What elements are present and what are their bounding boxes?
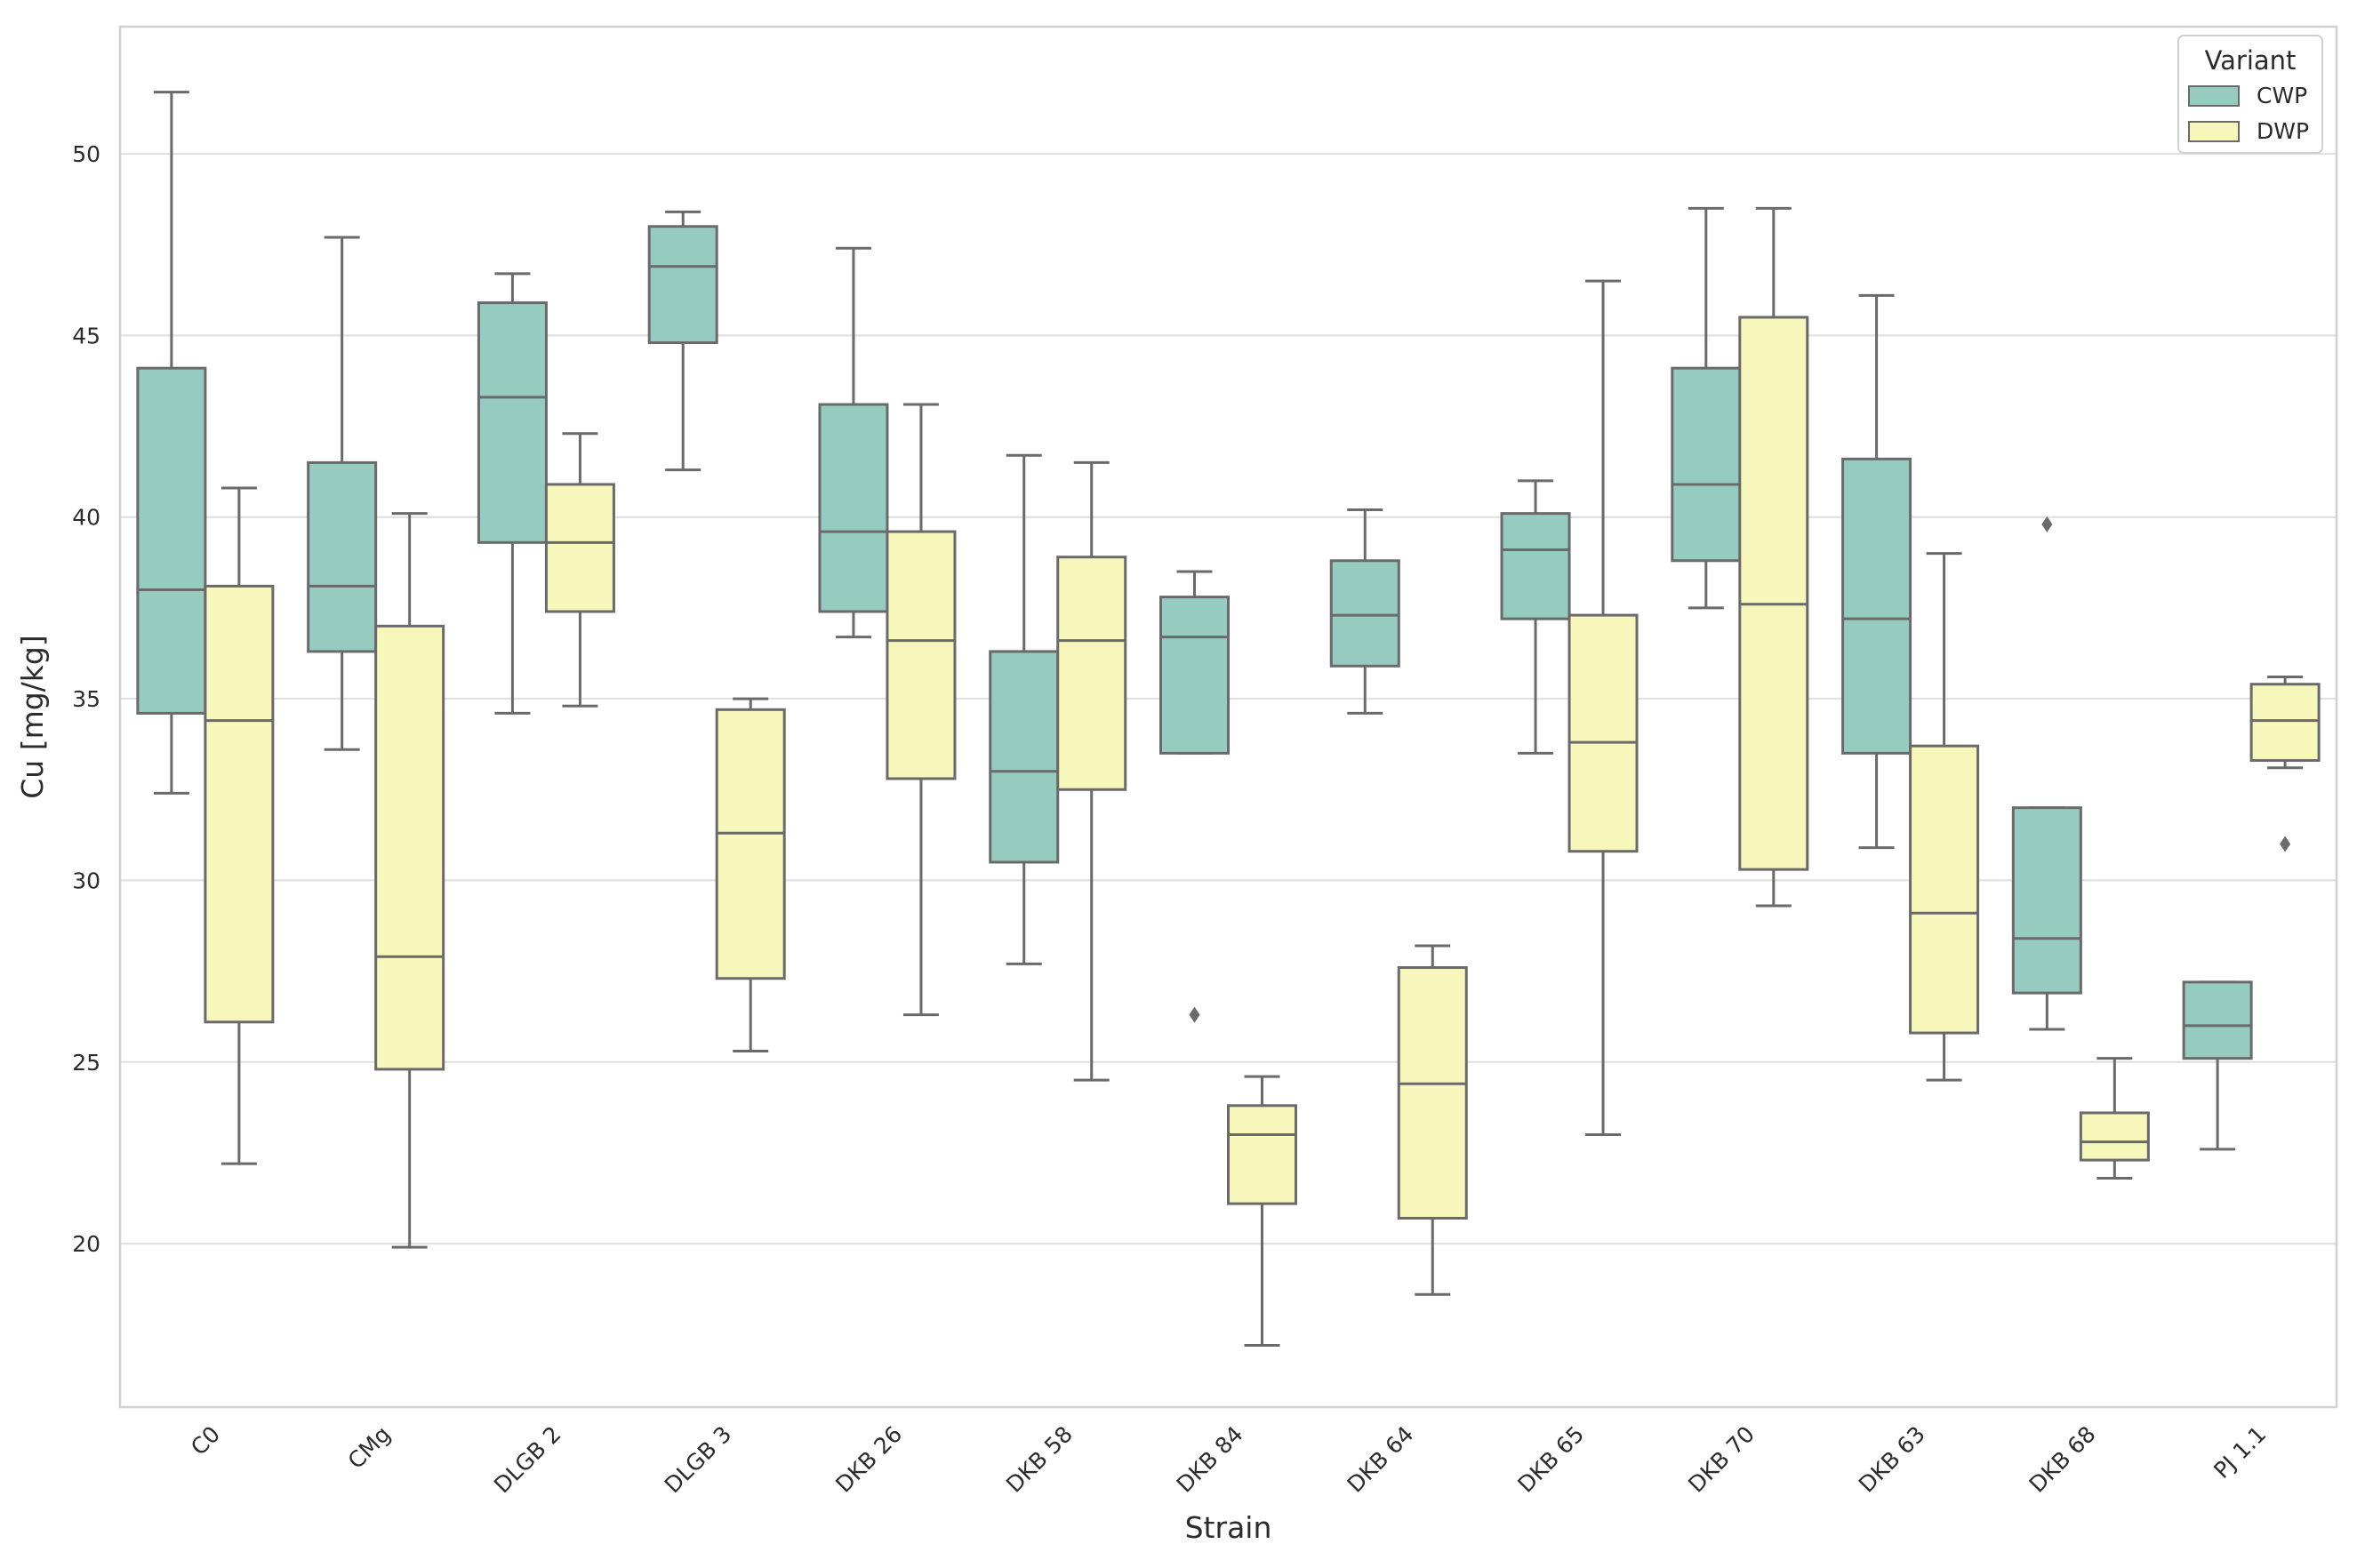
box-group-cwp-pj-1-1 [2182,980,2253,1151]
box-dwp-dkb-68 [2079,1111,2150,1162]
box-dwp-dkb-26 [886,530,957,780]
box-group-dwp-dlgb-2 [544,432,615,708]
y-tick-label-45: 45 [72,323,100,348]
box-group-cwp-dkb-84 [1159,570,1230,1023]
box-group-dwp-dkb-65 [1567,279,1639,1136]
box-dwp-dkb-84 [1227,1104,1297,1205]
legend-swatch-dwp [2188,121,2240,142]
box-group-dwp-dlgb-3 [715,697,786,1052]
box-group-cwp-dkb-64 [1329,508,1400,715]
y-tick-label-25: 25 [72,1050,100,1076]
box-cwp-dkb-68 [2011,806,2082,995]
box-cwp-dkb-64 [1329,559,1400,668]
box-cwp-dkb-58 [989,650,1060,864]
box-dwp-cmg [374,624,445,1071]
box-cwp-dkb-84 [1159,596,1230,755]
box-group-cwp-dkb-26 [818,246,889,639]
legend-label-dwp: DWP [2257,118,2309,144]
box-group-dwp-c0 [204,486,275,1165]
box-dwp-dkb-65 [1567,613,1639,853]
box-group-dwp-dkb-70 [1738,206,1809,908]
box-cwp-pj-1-1 [2182,980,2253,1060]
legend: Variant CWP DWP [2177,35,2323,154]
box-dwp-dkb-70 [1738,316,1809,871]
box-cwp-dkb-70 [1671,366,1742,563]
box-cwp-dkb-65 [1500,512,1571,620]
box-group-cwp-cmg [307,236,378,751]
legend-label-cwp: CWP [2257,83,2307,108]
box-group-dwp-dkb-68 [2079,1057,2150,1180]
outlier-cwp-dkb-68-0 [2041,516,2053,532]
box-group-dwp-dkb-84 [1227,1075,1297,1348]
box-group-cwp-dkb-63 [1841,293,1912,850]
box-cwp-cmg [307,460,378,653]
box-group-dwp-dkb-26 [886,403,957,1017]
outlier-dwp-pj-1-1-0 [2280,836,2291,852]
box-group-cwp-dkb-68 [2011,516,2082,1031]
plot-area-frame [118,25,2338,1409]
box-group-cwp-dlgb-3 [647,210,718,472]
y-tick-label-20: 20 [72,1231,100,1257]
box-dwp-dkb-63 [1909,744,1980,1035]
y-tick-label-50: 50 [72,141,100,167]
box-dwp-c0 [204,584,275,1024]
box-cwp-dkb-63 [1841,457,1912,755]
legend-title: Variant [2205,45,2297,76]
box-dwp-dlgb-2 [544,483,615,613]
box-group-cwp-dlgb-2 [477,272,548,715]
box-layer [136,91,2321,1348]
box-group-dwp-cmg [374,512,445,1249]
y-tick-label-35: 35 [72,686,100,712]
y-tick-labels: 20 25 30 35 40 45 50 [72,141,100,1257]
y-axis-title: Cu [mg/kg] [15,635,50,798]
box-group-dwp-dkb-63 [1909,552,1980,1082]
x-axis-title: Strain [1185,1510,1272,1545]
box-group-cwp-dkb-58 [989,453,1060,965]
box-cwp-dkb-26 [818,403,889,613]
box-group-cwp-dkb-65 [1500,479,1571,755]
box-dwp-dkb-64 [1397,965,1468,1220]
box-dwp-dlgb-3 [715,708,786,980]
box-group-cwp-c0 [136,91,207,795]
outlier-cwp-dkb-84-0 [1189,1006,1200,1023]
box-cwp-c0 [136,366,207,715]
legend-swatch-cwp [2188,85,2240,107]
box-dwp-dkb-58 [1056,556,1127,791]
box-cwp-dlgb-3 [647,225,718,345]
y-tick-label-40: 40 [72,505,100,531]
box-group-dwp-pj-1-1 [2249,676,2321,852]
box-cwp-dlgb-2 [477,301,548,544]
y-tick-label-30: 30 [72,868,100,893]
box-dwp-pj-1-1 [2249,683,2321,763]
box-group-dwp-dkb-64 [1397,944,1468,1296]
box-group-dwp-dkb-58 [1056,460,1127,1082]
